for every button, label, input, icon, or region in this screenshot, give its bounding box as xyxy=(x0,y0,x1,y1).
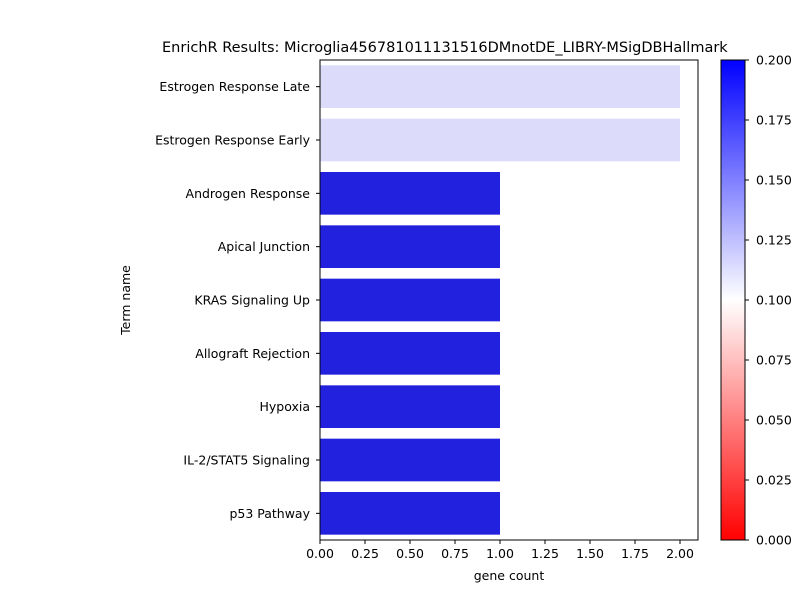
y-tick-label: IL-2/STAT5 Signaling xyxy=(183,453,310,468)
colorbar-tick-label: 0.200 xyxy=(756,53,792,68)
y-tick-label: Estrogen Response Early xyxy=(155,133,311,148)
colorbar-tick-label: 0.075 xyxy=(756,353,792,368)
y-axis-ticks: Estrogen Response Late Estrogen Response … xyxy=(155,79,320,521)
x-axis-label: gene count xyxy=(474,568,545,583)
colorbar-tick-label: 0.000 xyxy=(756,533,792,548)
x-axis-ticks: 0.00 0.25 0.50 0.75 1.00 1.25 1.50 1.75 2.00 xyxy=(306,540,694,561)
chart-title: EnrichR Results: Microglia45678101113151… xyxy=(162,40,728,56)
x-tick-label: 0.00 xyxy=(306,546,334,561)
colorbar-tick-label: 0.125 xyxy=(756,233,792,248)
colorbar-tick-label: 0.150 xyxy=(756,173,792,188)
x-tick-label: 1.25 xyxy=(531,546,559,561)
y-tick-label: Hypoxia xyxy=(259,399,310,414)
colorbar-tick-label: 0.100 xyxy=(756,293,792,308)
bar xyxy=(320,118,680,162)
bar xyxy=(320,332,500,375)
y-axis-label: Term name xyxy=(118,265,133,336)
bar xyxy=(320,492,500,535)
x-tick-label: 1.75 xyxy=(621,546,649,561)
bar xyxy=(320,65,680,108)
bar xyxy=(320,225,500,268)
colorbar xyxy=(720,59,746,541)
x-tick-label: 1.50 xyxy=(576,546,604,561)
colorbar-tick-label: 0.050 xyxy=(756,413,792,428)
colorbar-tick-label: 0.175 xyxy=(756,113,792,128)
bar xyxy=(320,278,500,322)
colorbar-tick-label: 0.025 xyxy=(756,473,792,488)
x-tick-label: 2.00 xyxy=(666,546,694,561)
x-tick-label: 1.00 xyxy=(486,546,514,561)
bar xyxy=(320,385,500,428)
bar xyxy=(320,172,500,215)
x-tick-label: 0.75 xyxy=(441,546,469,561)
bar xyxy=(320,438,500,482)
x-tick-label: 0.25 xyxy=(351,546,379,561)
y-tick-label: KRAS Signaling Up xyxy=(194,293,310,308)
y-tick-label: Androgen Response xyxy=(186,186,311,201)
y-tick-label: p53 Pathway xyxy=(229,506,310,521)
y-tick-label: Allograft Rejection xyxy=(195,346,310,361)
bars-group xyxy=(320,65,680,535)
y-tick-label: Apical Junction xyxy=(218,239,310,254)
x-tick-label: 0.50 xyxy=(396,546,424,561)
colorbar-ticks: 0.000 0.025 0.050 0.075 0.100 0.125 0.150 0.175… xyxy=(745,53,792,548)
y-tick-label: Estrogen Response Late xyxy=(159,79,310,94)
